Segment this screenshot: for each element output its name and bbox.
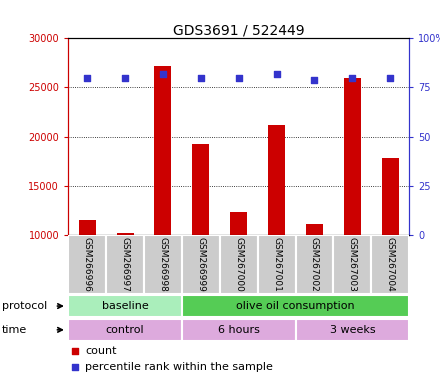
Bar [296,319,409,341]
Bar [117,233,134,235]
Text: percentile rank within the sample: percentile rank within the sample [85,362,273,372]
Point [349,74,356,81]
Text: baseline: baseline [102,301,148,311]
Bar [220,235,258,294]
Point [311,76,318,83]
Point [72,348,79,354]
Bar [68,235,106,294]
Bar [230,212,247,235]
Bar [371,235,409,294]
Text: 3 weeks: 3 weeks [330,325,375,335]
Text: GSM266998: GSM266998 [158,237,168,292]
Bar [182,319,296,341]
Bar [268,125,285,235]
Point [387,74,394,81]
Text: time: time [2,325,27,335]
Text: GSM266997: GSM266997 [121,237,129,292]
Bar [144,235,182,294]
Bar [296,235,334,294]
Bar [334,235,371,294]
Bar [258,235,296,294]
Text: count: count [85,346,117,356]
Point [84,74,91,81]
Point [197,74,204,81]
Bar [79,220,95,235]
Text: 6 hours: 6 hours [218,325,260,335]
Bar [182,295,409,317]
Title: GDS3691 / 522449: GDS3691 / 522449 [173,23,304,37]
Text: GSM267002: GSM267002 [310,237,319,292]
Point [273,71,280,77]
Text: GSM266996: GSM266996 [83,237,92,292]
Bar [68,295,182,317]
Bar [192,144,209,235]
Point [121,74,128,81]
Text: GSM267003: GSM267003 [348,237,357,292]
Text: control: control [106,325,144,335]
Text: GSM267001: GSM267001 [272,237,281,292]
Text: GSM266999: GSM266999 [196,237,205,292]
Text: GSM267004: GSM267004 [386,237,395,292]
Text: GSM267000: GSM267000 [234,237,243,292]
Bar [182,235,220,294]
Bar [306,224,323,235]
Point [72,364,79,370]
Bar [154,66,172,235]
Point [159,71,166,77]
Bar [382,158,399,235]
Text: olive oil consumption: olive oil consumption [236,301,355,311]
Point [235,74,242,81]
Bar [68,319,182,341]
Bar [344,78,361,235]
Text: protocol: protocol [2,301,48,311]
Bar [106,235,144,294]
